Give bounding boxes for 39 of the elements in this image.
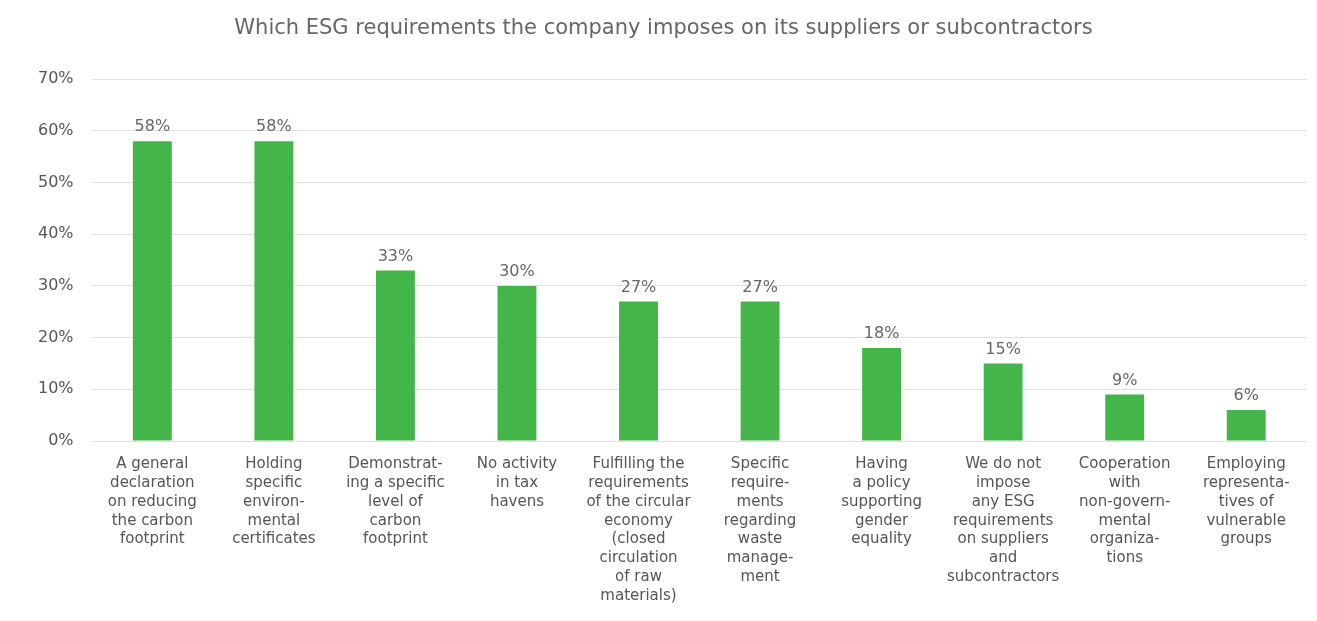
x-tick-label: We do not impose any ESG requirements on suppliers and subcontractors — [946, 454, 1060, 585]
bar — [740, 301, 780, 441]
bar — [619, 301, 658, 441]
data-label: 58% — [134, 116, 171, 136]
bar — [375, 270, 415, 441]
x-tick-label: Holding specific environ- mental certificates — [232, 454, 316, 548]
x-tick-label: Fulfilling the requirements of the circular economy (closed circulation of raw materials) — [586, 454, 692, 604]
data-label: 6% — [1233, 385, 1259, 405]
data-label: 27% — [742, 276, 778, 296]
bar — [862, 347, 902, 441]
y-tick-label: 70% — [38, 68, 74, 88]
data-label: 58% — [256, 116, 292, 136]
bar — [1105, 394, 1145, 441]
y-tick-label: 30% — [38, 275, 74, 295]
y-tick-label: 20% — [38, 326, 74, 346]
x-tick-label: Having a policy supporting gender equality — [841, 454, 922, 548]
bar — [254, 141, 294, 441]
x-tick-label: No activity in tax havens — [476, 454, 558, 510]
y-tick-label: 10% — [38, 378, 74, 398]
data-label: 33% — [377, 245, 414, 265]
data-label: 30% — [499, 261, 535, 281]
chart-title: Which ESG requirements the company imposes on its suppliers or subcontractors — [234, 15, 1093, 40]
data-label: 15% — [985, 338, 1021, 358]
x-tick-label: Specific require- ments regarding waste manage- ment — [723, 454, 797, 585]
y-tick-label: 0% — [48, 430, 74, 450]
data-label: 27% — [620, 276, 657, 296]
bar — [983, 363, 1023, 441]
x-tick-label: Demonstrat- ing a specific level of carbon footprint — [346, 454, 445, 548]
bar — [132, 141, 172, 441]
y-tick-label: 40% — [38, 223, 74, 243]
x-tick-label: Cooperation with non-govern- mental organiza- tions — [1078, 454, 1171, 567]
x-tick-label: A general declaration on reducing the carbon footprint — [107, 454, 197, 548]
y-tick-label: 60% — [38, 120, 74, 140]
y-tick-label: 50% — [38, 171, 74, 191]
bar — [497, 285, 537, 441]
x-tick-label: Employing representa- tives of vulnerable groups — [1202, 454, 1290, 548]
data-label: 9% — [1111, 369, 1138, 389]
bar — [1226, 409, 1266, 441]
data-label: 18% — [863, 323, 900, 343]
